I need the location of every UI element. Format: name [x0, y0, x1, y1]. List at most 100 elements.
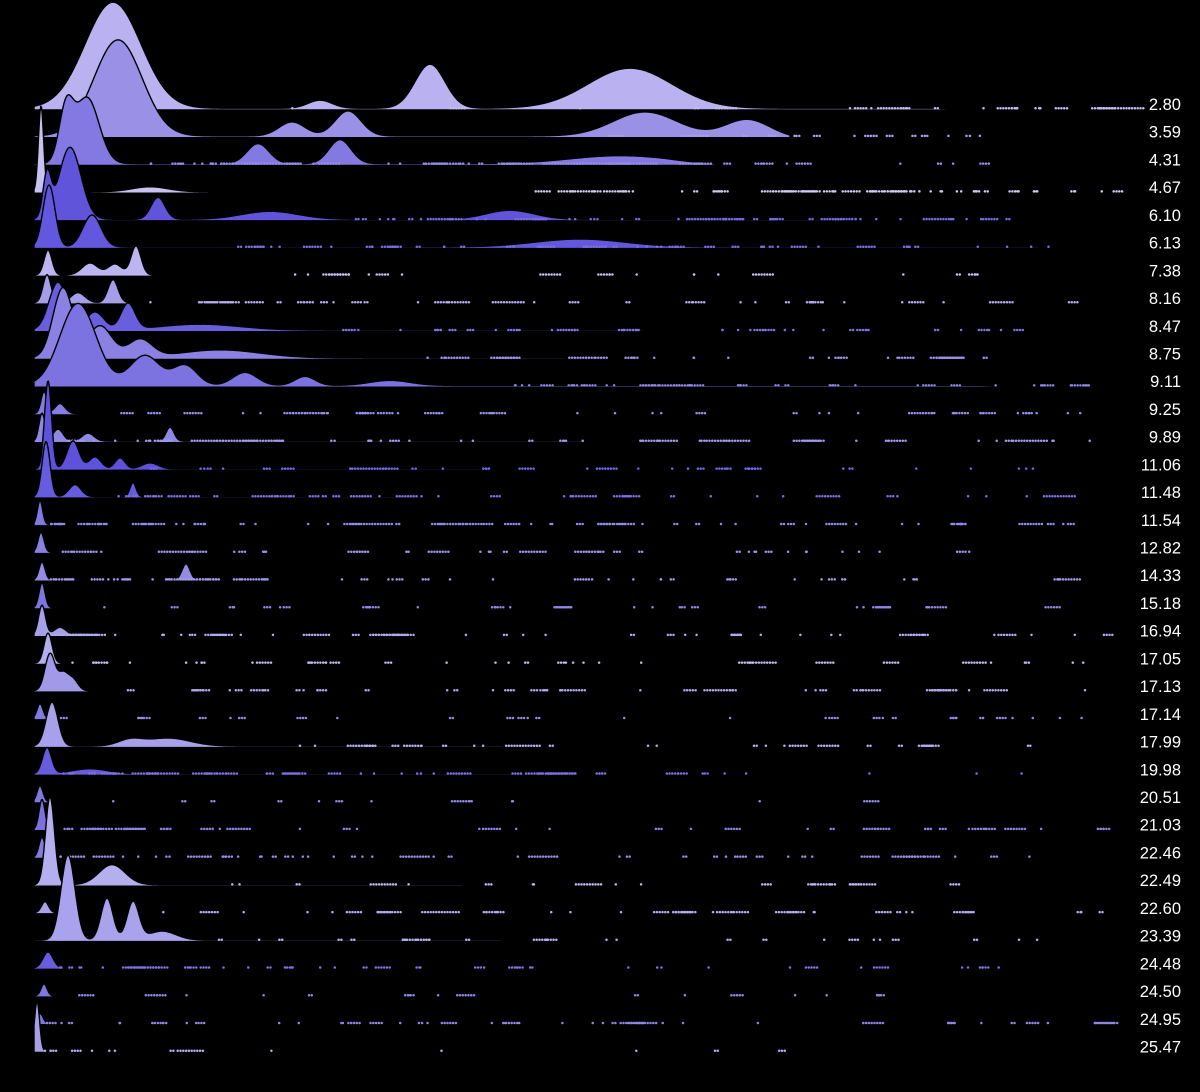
row-label: 22.60 [1140, 900, 1181, 918]
rug-dots [236, 245, 1050, 249]
density-curve [33, 94, 721, 167]
rug-dots [78, 993, 886, 997]
row-label: 19.98 [1140, 761, 1181, 779]
rug-dots [293, 273, 979, 276]
rug-dots [49, 522, 1075, 526]
rug-dots [162, 910, 1104, 914]
rug-dots [354, 217, 1011, 221]
row-label: 2.80 [1149, 96, 1181, 114]
density-curve [33, 983, 261, 998]
row-label: 24.95 [1140, 1011, 1181, 1029]
row-label: 7.38 [1149, 262, 1181, 280]
ridge-row-16.94: 16.94 [33, 604, 1181, 641]
row-label: 17.99 [1140, 734, 1181, 752]
ridge-row-11.54: 11.54 [33, 499, 1181, 530]
row-label: 16.94 [1140, 623, 1181, 641]
ridge-row-6.10: 6.10 [33, 146, 1181, 225]
rug-dots [58, 966, 1000, 969]
density-curve [33, 652, 361, 693]
rug-dots [298, 744, 1032, 748]
rug-dots [513, 384, 1091, 387]
row-label: 3.59 [1149, 124, 1181, 142]
density-curve [33, 281, 701, 333]
density-curve [33, 412, 641, 444]
row-label: 17.05 [1140, 650, 1181, 668]
density-curve [33, 798, 301, 832]
row-label: 11.06 [1141, 456, 1181, 474]
ridge-row-2.80: 2.80 [33, 1, 1181, 114]
row-label: 11.48 [1141, 484, 1181, 502]
density-curve [33, 146, 901, 222]
rug-dots [62, 772, 1023, 775]
row-label: 9.25 [1149, 401, 1181, 419]
row-label: 6.13 [1149, 235, 1181, 253]
rug-dots [231, 883, 961, 886]
rug-dots [126, 689, 1087, 692]
rug-dots [534, 190, 1124, 193]
ridge-row-17.99: 17.99 [33, 701, 1181, 752]
rug-dots [59, 855, 1031, 858]
density-curve [33, 796, 521, 887]
rug-dots [149, 300, 1079, 304]
density-curve [33, 273, 561, 305]
ridge-row-14.33: 14.33 [33, 561, 1181, 585]
ridge-row-17.13: 17.13 [33, 652, 1181, 696]
rug-dots [61, 550, 971, 553]
ridge-row-24.95: 24.95 [33, 1011, 1181, 1029]
rug-dots [43, 1049, 787, 1052]
rug-dots [45, 1021, 1119, 1025]
ridge-row-8.47: 8.47 [33, 281, 1181, 336]
density-curve [33, 390, 521, 416]
rug-dots [111, 799, 880, 803]
density-curve [33, 746, 621, 776]
row-label: 15.18 [1140, 595, 1181, 613]
ridge-row-3.59: 3.59 [33, 39, 1181, 142]
row-label: 9.11 [1150, 373, 1181, 391]
row-label: 8.75 [1149, 346, 1181, 364]
rug-dots [59, 716, 1083, 720]
row-label: 25.47 [1140, 1039, 1181, 1057]
rug-dots [120, 411, 1082, 415]
density-curve [33, 380, 541, 472]
rug-dots [291, 106, 1145, 110]
row-label: 24.50 [1140, 983, 1181, 1001]
ridge-row-24.48: 24.48 [33, 951, 1181, 973]
row-label: 8.47 [1149, 318, 1181, 336]
rug-dots [607, 134, 982, 138]
rug-dots [71, 661, 1085, 664]
row-label: 4.67 [1149, 179, 1181, 197]
rug-dots [103, 605, 1061, 609]
ridge-row-9.89: 9.89 [33, 412, 1181, 447]
ridge-row-25.47: 25.47 [33, 1000, 1181, 1057]
density-curve [33, 105, 421, 194]
ridge-row-24.50: 24.50 [33, 983, 1181, 1001]
row-label: 22.49 [1140, 872, 1181, 890]
ridge-row-15.18: 15.18 [33, 582, 1181, 613]
ridge-row-12.82: 12.82 [33, 531, 1181, 558]
density-curve [33, 785, 241, 804]
density-curve [33, 1, 996, 111]
rug-dots [342, 328, 1025, 332]
rug-dots [117, 495, 1077, 498]
row-label: 20.51 [1140, 789, 1181, 807]
rug-dots [217, 938, 1039, 942]
density-curve [33, 632, 301, 666]
row-label: 21.03 [1140, 817, 1181, 835]
density-curve [33, 184, 1096, 250]
ridge-row-19.98: 19.98 [33, 746, 1181, 779]
rug-dots [66, 439, 1091, 443]
row-label: 14.33 [1140, 567, 1181, 585]
row-label: 17.13 [1140, 678, 1181, 696]
ridge-row-4.31: 4.31 [33, 94, 1181, 169]
row-label: 12.82 [1140, 540, 1181, 558]
rug-dots [149, 467, 1035, 470]
row-label: 24.48 [1140, 955, 1181, 973]
density-curve [33, 245, 381, 278]
ridge-row-11.48: 11.48 [33, 440, 1181, 502]
rug-dots [149, 162, 991, 165]
ridge-row-17.05: 17.05 [33, 632, 1181, 668]
row-label: 6.10 [1149, 207, 1181, 225]
row-label: 22.46 [1140, 844, 1181, 862]
row-label: 17.14 [1140, 706, 1181, 724]
